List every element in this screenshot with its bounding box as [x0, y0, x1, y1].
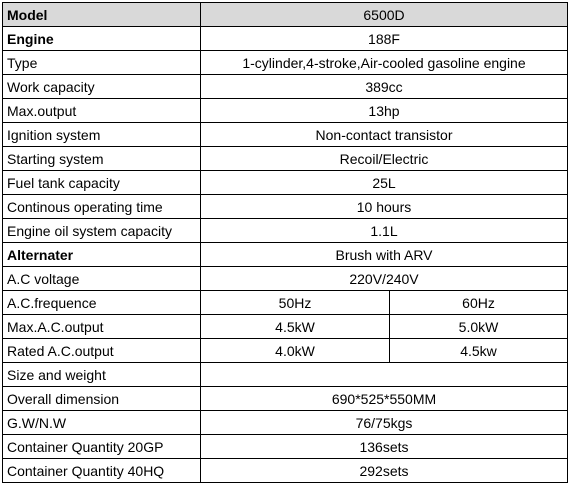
table-row: Fuel tank capacity 25L — [2, 170, 569, 195]
row-value: Non-contact transistor — [199, 122, 569, 147]
row-label: Container Quantity 20GP — [2, 434, 201, 459]
row-value: 1-cylinder,4-stroke,Air-cooled gasoline … — [199, 50, 569, 75]
row-value: 25L — [199, 170, 569, 195]
row-value: 4.5kw — [388, 338, 569, 363]
row-value: 76/75kgs — [199, 410, 569, 435]
row-label: Model — [2, 2, 201, 27]
row-value: Recoil/Electric — [199, 146, 569, 171]
row-value: Brush with ARV — [199, 242, 569, 267]
row-value: 13hp — [199, 98, 569, 123]
row-label: A.C.frequence — [2, 290, 201, 315]
row-label: Size and weight — [2, 362, 201, 387]
row-label: Continous operating time — [2, 194, 201, 219]
table-row: Max.A.C.output 4.5kW 5.0kW — [2, 314, 569, 339]
row-value: 6500D — [199, 2, 569, 27]
row-label: Type — [2, 50, 201, 75]
row-label: Alternater — [2, 242, 201, 267]
row-label: Engine oil system capacity — [2, 218, 201, 243]
row-value: 188F — [199, 26, 569, 51]
table-row: A.C voltage 220V/240V — [2, 266, 569, 291]
table-row: Type 1-cylinder,4-stroke,Air-cooled gasol… — [2, 50, 569, 75]
row-label: A.C voltage — [2, 266, 201, 291]
row-label: G.W/N.W — [2, 410, 201, 435]
table-row: Overall dimension 690*525*550MM — [2, 386, 569, 411]
row-value: 4.5kW — [200, 314, 390, 339]
table-row: Container Quantity 40HQ 292sets — [2, 458, 569, 483]
row-value: 10 hours — [199, 194, 569, 219]
row-label: Engine — [2, 26, 201, 51]
row-value: 220V/240V — [199, 266, 569, 291]
row-label: Fuel tank capacity — [2, 170, 201, 195]
row-value: 389cc — [199, 74, 569, 99]
row-label: Starting system — [2, 146, 201, 171]
row-value: 50Hz — [200, 290, 390, 315]
table-row: Engine 188F — [2, 26, 569, 51]
row-value: 136sets — [199, 434, 569, 459]
row-label: Container Quantity 40HQ — [2, 458, 201, 483]
table-row: Continous operating time 10 hours — [2, 194, 569, 219]
row-value: 1.1L — [199, 218, 569, 243]
table-row: Container Quantity 20GP 136sets — [2, 434, 569, 459]
table-row: Work capacity 389cc — [2, 74, 569, 99]
row-value: 690*525*550MM — [199, 386, 569, 411]
table-row: Starting system Recoil/Electric — [2, 146, 569, 171]
table-row: Model 6500D — [2, 2, 569, 27]
table-row: Alternater Brush with ARV — [2, 242, 569, 267]
table-row: Ignition system Non-contact transistor — [2, 122, 569, 147]
table-row: Size and weight — [2, 362, 569, 387]
row-value: 60Hz — [388, 290, 569, 315]
table-row: Rated A.C.output 4.0kW 4.5kw — [2, 338, 569, 363]
row-label: Ignition system — [2, 122, 201, 147]
table-row: G.W/N.W 76/75kgs — [2, 410, 569, 435]
table-row: Engine oil system capacity 1.1L — [2, 218, 569, 243]
row-label: Rated A.C.output — [2, 338, 201, 363]
row-label: Work capacity — [2, 74, 201, 99]
row-label: Max.A.C.output — [2, 314, 201, 339]
row-value: 5.0kW — [388, 314, 569, 339]
row-value — [199, 362, 569, 387]
row-label: Overall dimension — [2, 386, 201, 411]
table-row: Max.output 13hp — [2, 98, 569, 123]
row-value: 4.0kW — [200, 338, 390, 363]
table-row: A.C.frequence 50Hz 60Hz — [2, 290, 569, 315]
row-label: Max.output — [2, 98, 201, 123]
row-value: 292sets — [199, 458, 569, 483]
